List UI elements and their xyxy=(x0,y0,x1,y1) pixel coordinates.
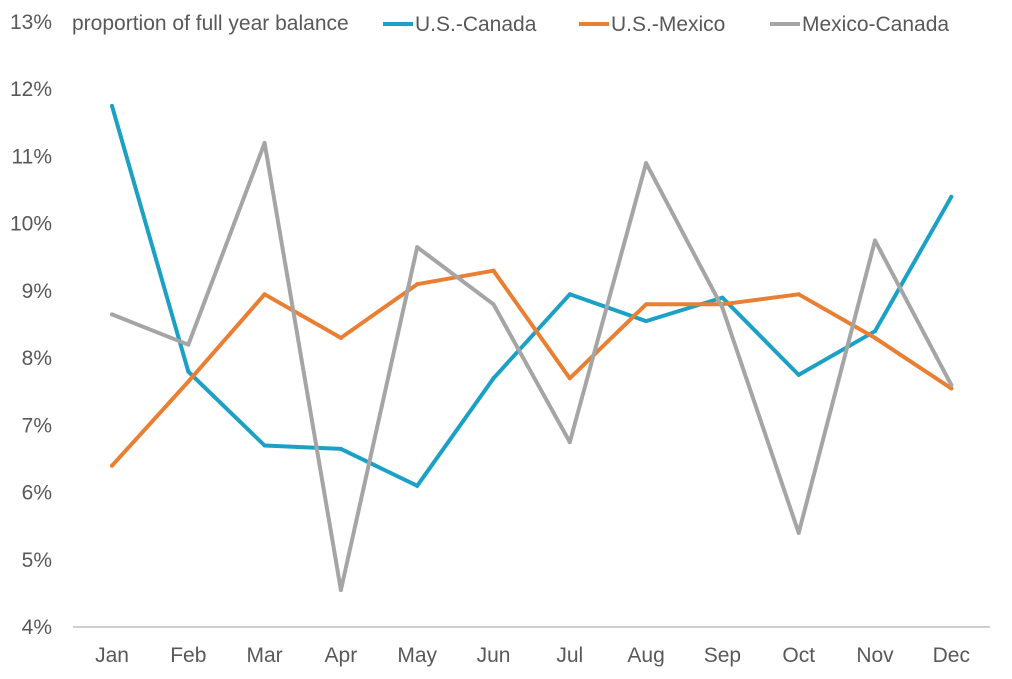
data-point xyxy=(338,588,343,593)
data-point xyxy=(110,312,114,317)
y-tick-label: 7% xyxy=(22,414,52,437)
data-point xyxy=(186,342,191,347)
x-tick-label: Apr xyxy=(325,644,358,667)
x-tick-label: May xyxy=(397,644,437,667)
series-line-mexico-canada xyxy=(110,141,954,592)
legend-item: Mexico-Canada xyxy=(770,13,949,36)
data-point xyxy=(644,319,649,324)
data-point xyxy=(186,369,191,374)
y-tick-label: 9% xyxy=(22,280,52,303)
x-axis: Jan Feb Mar Apr May Jun Jul Aug Sep Oct Nov Dec xyxy=(95,644,970,667)
series-line-u-s-mexico xyxy=(110,268,954,468)
x-tick-label: Feb xyxy=(170,644,206,667)
legend-item: U.S.-Mexico xyxy=(579,13,725,36)
data-point xyxy=(415,483,420,488)
data-point xyxy=(110,104,114,109)
y-tick-label: 12% xyxy=(10,78,52,101)
data-point xyxy=(567,376,572,381)
data-point xyxy=(796,372,801,377)
data-point xyxy=(491,268,496,273)
x-tick-label: Sep xyxy=(704,644,741,667)
legend-item: U.S.-Canada xyxy=(383,13,537,36)
series-line-u-s-canada xyxy=(110,104,954,488)
data-point xyxy=(491,376,496,381)
data-point xyxy=(491,302,496,307)
data-point xyxy=(567,292,572,297)
data-point xyxy=(262,443,267,448)
y-tick-label: 8% xyxy=(22,347,52,370)
data-point xyxy=(644,302,649,307)
legend-label: U.S.-Canada xyxy=(415,13,537,36)
series-group xyxy=(110,104,954,593)
data-point xyxy=(873,335,877,340)
data-point xyxy=(262,292,267,297)
data-point xyxy=(949,386,954,391)
data-point xyxy=(415,282,420,287)
data-point xyxy=(110,463,114,468)
chart-subtitle: proportion of full year balance xyxy=(72,12,349,35)
data-point xyxy=(415,245,420,250)
data-point xyxy=(262,141,267,145)
legend: U.S.-Canada U.S.-Mexico Mexico-Canada xyxy=(383,13,949,36)
data-point xyxy=(720,295,725,300)
data-point xyxy=(949,383,954,387)
y-tick-label: 4% xyxy=(22,616,52,639)
data-point xyxy=(720,305,725,310)
data-point xyxy=(796,292,801,297)
data-point xyxy=(338,335,343,340)
x-tick-label: Nov xyxy=(856,644,894,667)
data-point xyxy=(644,161,649,166)
data-point xyxy=(186,379,191,384)
x-tick-label: Aug xyxy=(627,644,664,667)
data-point xyxy=(796,530,801,535)
y-axis: 4% 5% 6% 7% 8% 9% 10% 11% 12% 13% xyxy=(10,11,52,639)
x-tick-label: Mar xyxy=(247,644,283,667)
y-tick-label: 6% xyxy=(22,482,52,505)
x-tick-label: Jan xyxy=(95,644,129,667)
y-tick-label: 5% xyxy=(22,549,52,572)
y-tick-label: 13% xyxy=(10,11,52,34)
x-tick-label: Oct xyxy=(782,644,815,667)
data-point xyxy=(338,446,343,451)
legend-label: Mexico-Canada xyxy=(802,13,949,36)
data-point xyxy=(567,440,572,445)
legend-label: U.S.-Mexico xyxy=(611,13,725,36)
data-point xyxy=(873,329,877,334)
x-tick-label: Jul xyxy=(556,644,583,667)
data-point xyxy=(873,238,877,243)
x-tick-label: Jun xyxy=(477,644,511,667)
y-tick-label: 11% xyxy=(12,145,52,168)
x-tick-label: Dec xyxy=(933,644,970,667)
data-point xyxy=(949,194,954,199)
y-tick-label: 10% xyxy=(10,213,52,236)
